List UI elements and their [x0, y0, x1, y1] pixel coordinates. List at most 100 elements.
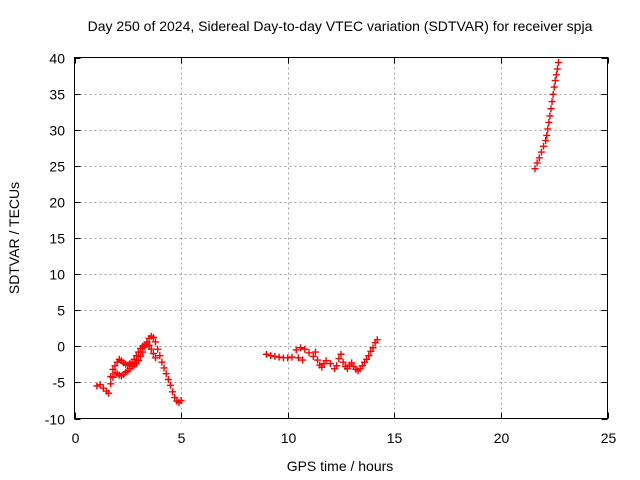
- data-point: [177, 396, 185, 404]
- x-tick-label: 25: [601, 430, 617, 446]
- y-tick-label: 25: [49, 159, 65, 175]
- data-point: [335, 355, 343, 363]
- data-point: [333, 362, 341, 370]
- data-point: [301, 345, 309, 353]
- data-point: [535, 154, 543, 162]
- y-tick-label: 10: [49, 267, 65, 283]
- data-point: [166, 381, 174, 389]
- data-point: [171, 394, 179, 402]
- y-tick-label: 20: [49, 195, 65, 211]
- data-point: [162, 370, 170, 378]
- data-point: [547, 105, 555, 113]
- y-tick-label: -10: [45, 412, 65, 428]
- data-point: [369, 344, 377, 352]
- data-point: [164, 376, 172, 384]
- data-point: [134, 348, 142, 356]
- data-point: [154, 345, 162, 353]
- x-tick-label: 10: [281, 430, 297, 446]
- x-tick-label: 20: [494, 430, 510, 446]
- data-point: [284, 354, 292, 362]
- data-point: [552, 71, 560, 79]
- data-point: [531, 165, 539, 173]
- data-point: [262, 350, 270, 358]
- data-point: [322, 357, 330, 365]
- data-point: [358, 362, 366, 370]
- x-tick-label: 15: [387, 430, 403, 446]
- y-tick-label: 5: [57, 303, 65, 319]
- data-point: [169, 388, 177, 396]
- data-point: [546, 112, 554, 120]
- data-point: [551, 77, 559, 85]
- data-point: [152, 354, 160, 362]
- data-point: [137, 352, 145, 360]
- y-tick-label: 35: [49, 87, 65, 103]
- data-point: [145, 342, 153, 350]
- chart-title: Day 250 of 2024, Sidereal Day-to-day VTE…: [88, 18, 593, 34]
- data-point: [292, 346, 300, 354]
- data-point: [348, 359, 356, 367]
- data-point: [326, 360, 334, 368]
- data-point: [267, 352, 275, 360]
- data-point: [545, 118, 553, 126]
- data-points: [93, 59, 562, 407]
- data-point: [147, 345, 155, 353]
- data-point: [105, 389, 113, 397]
- data-point: [160, 364, 168, 372]
- data-point: [305, 349, 313, 357]
- data-point: [537, 148, 545, 156]
- data-point: [111, 362, 119, 370]
- data-point: [296, 344, 304, 352]
- data-point: [288, 353, 296, 361]
- data-point: [544, 125, 552, 133]
- data-point: [339, 358, 347, 366]
- y-axis-tick-labels: -10 -5 0 5 10 15 20 25 30 35 40: [45, 51, 65, 428]
- data-point: [158, 358, 166, 366]
- y-tick-label: 0: [57, 339, 65, 355]
- y-tick-label: -5: [53, 375, 66, 391]
- data-point: [554, 59, 562, 67]
- data-point: [542, 137, 550, 145]
- data-point: [134, 357, 142, 365]
- data-point: [96, 381, 104, 389]
- data-point: [549, 90, 557, 98]
- data-point: [107, 373, 115, 381]
- data-point: [363, 355, 371, 363]
- data-point: [314, 356, 322, 364]
- data-point: [93, 382, 101, 390]
- data-point: [132, 352, 140, 360]
- grid-lines: [74, 57, 608, 419]
- data-point: [365, 352, 373, 360]
- data-point: [373, 336, 381, 344]
- data-point: [130, 355, 138, 363]
- y-tick-label: 30: [49, 123, 65, 139]
- data-point: [337, 350, 345, 358]
- data-point: [550, 83, 558, 91]
- y-tick-label: 40: [49, 51, 65, 67]
- data-point: [149, 350, 157, 358]
- data-point: [156, 352, 164, 360]
- y-axis-label: SDTVAR / TECUs: [6, 182, 22, 294]
- data-point: [553, 65, 561, 73]
- data-point: [275, 353, 283, 361]
- x-axis-label: GPS time / hours: [287, 458, 394, 474]
- data-point: [548, 98, 556, 106]
- data-point: [543, 131, 551, 139]
- data-point: [149, 334, 157, 342]
- x-tick-label: 0: [72, 430, 80, 446]
- axis-ticks: [74, 57, 609, 420]
- data-point: [107, 380, 115, 388]
- data-point: [367, 347, 375, 355]
- data-point: [152, 338, 160, 346]
- y-tick-label: 15: [49, 231, 65, 247]
- data-point: [109, 365, 117, 373]
- data-point: [540, 142, 548, 150]
- data-point: [311, 348, 319, 356]
- data-point: [318, 363, 326, 371]
- data-point: [294, 354, 302, 362]
- data-point: [299, 356, 307, 364]
- data-point: [343, 365, 351, 373]
- data-point: [533, 159, 541, 167]
- x-axis-tick-labels: 0 5 10 15 20 25: [72, 430, 617, 446]
- data-point: [271, 352, 279, 360]
